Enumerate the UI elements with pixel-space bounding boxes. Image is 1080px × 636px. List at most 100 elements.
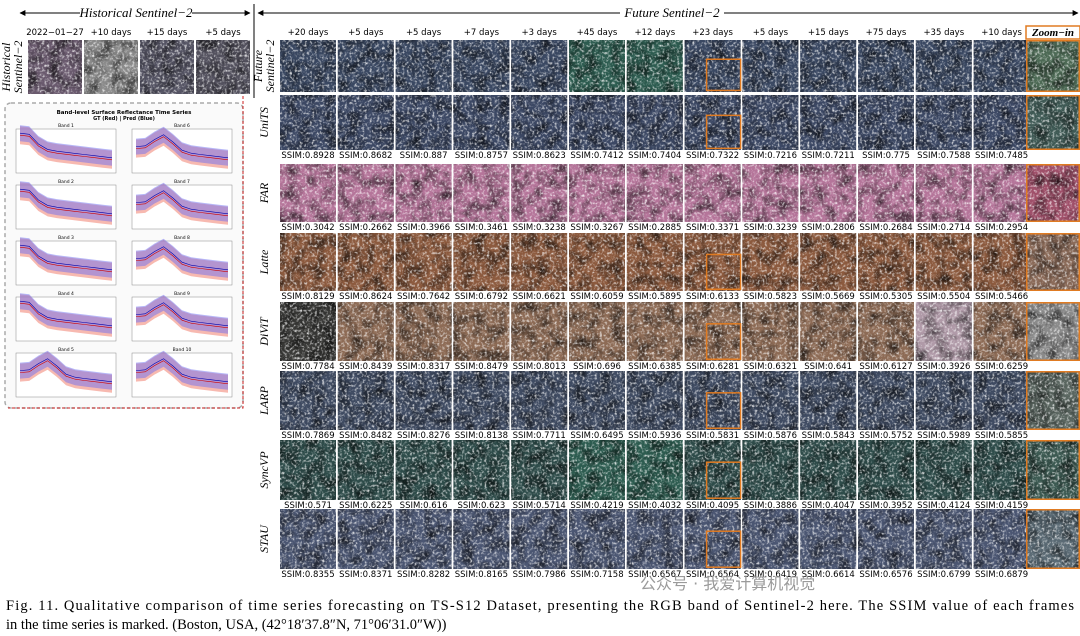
ssim-label: SSIM:0.5936 (628, 431, 681, 441)
image-texture (684, 509, 741, 569)
image-texture (742, 164, 799, 222)
band-label: Band 7 (174, 179, 190, 185)
ssim-label: SSIM:0.5895 (628, 292, 681, 302)
image-texture (858, 509, 914, 569)
ssim-label: SSIM:0.3371 (686, 223, 739, 233)
image-texture (511, 440, 568, 500)
ssim-label: SSIM:0.3238 (513, 223, 566, 233)
image-texture (511, 95, 568, 150)
row-label: LARP (257, 386, 271, 416)
highlight-box (705, 323, 742, 360)
band-label: Band 2 (58, 179, 74, 185)
zoom-frame (1026, 440, 1080, 500)
image-texture (973, 95, 1030, 150)
day-label: +45 days (577, 28, 618, 38)
ssim-label: SSIM:0.8479 (455, 362, 508, 372)
content: 2022−01−27 +10 days +15 days +5 days Histori… (0, 28, 1080, 633)
row-label: SyncVP (257, 451, 271, 489)
image-texture (453, 371, 510, 430)
ssim-label: SSIM:0.8928 (281, 151, 334, 161)
image-texture (915, 95, 972, 150)
image-texture (280, 40, 336, 92)
ssim-label: SSIM:0.4159 (975, 501, 1028, 511)
image-texture (626, 164, 683, 222)
ssim-label: SSIM:0.5989 (917, 431, 970, 441)
image-texture (915, 371, 972, 430)
ssim-label: SSIM:0.6576 (859, 570, 912, 580)
image-texture (858, 164, 914, 222)
image-texture (569, 40, 625, 92)
image-texture (742, 440, 799, 500)
day-label: +35 days (923, 28, 964, 38)
ssim-label: SSIM:0.6321 (744, 362, 797, 372)
pred-line (135, 302, 229, 327)
image-texture (1026, 440, 1080, 500)
ssim-label: SSIM:0.6879 (975, 570, 1028, 580)
image-texture (453, 95, 510, 150)
image-texture (511, 371, 568, 430)
zoom-frame (1026, 509, 1080, 569)
row-label: UniTS (257, 107, 271, 138)
image-texture (337, 371, 394, 430)
ssim-label: SSIM:0.7158 (570, 570, 623, 580)
pred-line (19, 244, 113, 271)
ssim-label: SSIM:0.6495 (570, 431, 623, 441)
pred-band (20, 125, 112, 166)
ssim-label: SSIM:0.6614 (802, 570, 855, 580)
ssim-label: SSIM:0.8282 (397, 570, 450, 580)
ssim-label: SSIM:0.8276 (397, 431, 450, 441)
future-header: Future Sentinel−2 (623, 5, 720, 20)
image-texture (280, 371, 336, 430)
pred-line (135, 190, 229, 215)
ssim-label: SSIM:0.8129 (281, 292, 334, 302)
ssim-label: SSIM:0.7588 (917, 151, 970, 161)
ssim-label: SSIM:0.6564 (686, 570, 739, 580)
ssim-label: SSIM:0.6127 (859, 362, 912, 372)
gt-line (19, 360, 113, 385)
image-texture (915, 440, 972, 500)
ssim-label: SSIM:0.5752 (859, 431, 912, 441)
image-texture (626, 95, 683, 150)
image-texture (800, 440, 857, 500)
ssim-label: SSIM:0.7485 (975, 151, 1028, 161)
historical-header: Historical Sentinel−2 (78, 5, 193, 20)
gt-line (19, 190, 113, 217)
zoom-frame (1026, 233, 1080, 291)
ssim-label: SSIM:0.696 (573, 362, 621, 372)
ssim-label: SSIM:0.3966 (397, 223, 450, 233)
image-texture (395, 40, 452, 92)
image-texture (742, 95, 799, 150)
ssim-label: SSIM:0.8317 (397, 362, 450, 372)
gt-line (135, 360, 229, 385)
row-label: Latte (257, 249, 271, 275)
ssim-label: SSIM:0.5823 (744, 292, 797, 302)
image-texture (337, 509, 394, 569)
pred-line (135, 246, 229, 271)
pred-line (135, 358, 229, 383)
day-label: +3 days (522, 28, 558, 38)
ssim-label: SSIM:0.6385 (628, 362, 681, 372)
image-texture (511, 233, 568, 291)
image-texture (915, 509, 972, 569)
image-texture (280, 440, 336, 500)
image-texture (1026, 509, 1080, 569)
image-texture (395, 302, 452, 361)
ssim-label: SSIM:0.8355 (281, 570, 334, 580)
image-texture (511, 40, 568, 92)
band-label: Band 6 (174, 123, 190, 129)
image-texture (280, 164, 336, 222)
zoom-frame (1026, 164, 1080, 222)
ssim-label: SSIM:0.3926 (917, 362, 970, 372)
image-texture (742, 302, 799, 361)
day-label: +5 days (348, 28, 384, 38)
ssim-label: SSIM:0.4124 (917, 501, 970, 511)
image-texture (684, 440, 741, 500)
ssim-label: SSIM:0.6259 (975, 362, 1028, 372)
ssim-label: SSIM:0.8371 (339, 570, 392, 580)
ssim-label: SSIM:0.6281 (686, 362, 739, 372)
connector (8, 96, 244, 409)
ssim-label: SSIM:0.7711 (513, 431, 566, 441)
image-texture (395, 233, 452, 291)
ssim-label: SSIM:0.5504 (917, 292, 970, 302)
ssim-label: SSIM:0.2954 (975, 223, 1028, 233)
